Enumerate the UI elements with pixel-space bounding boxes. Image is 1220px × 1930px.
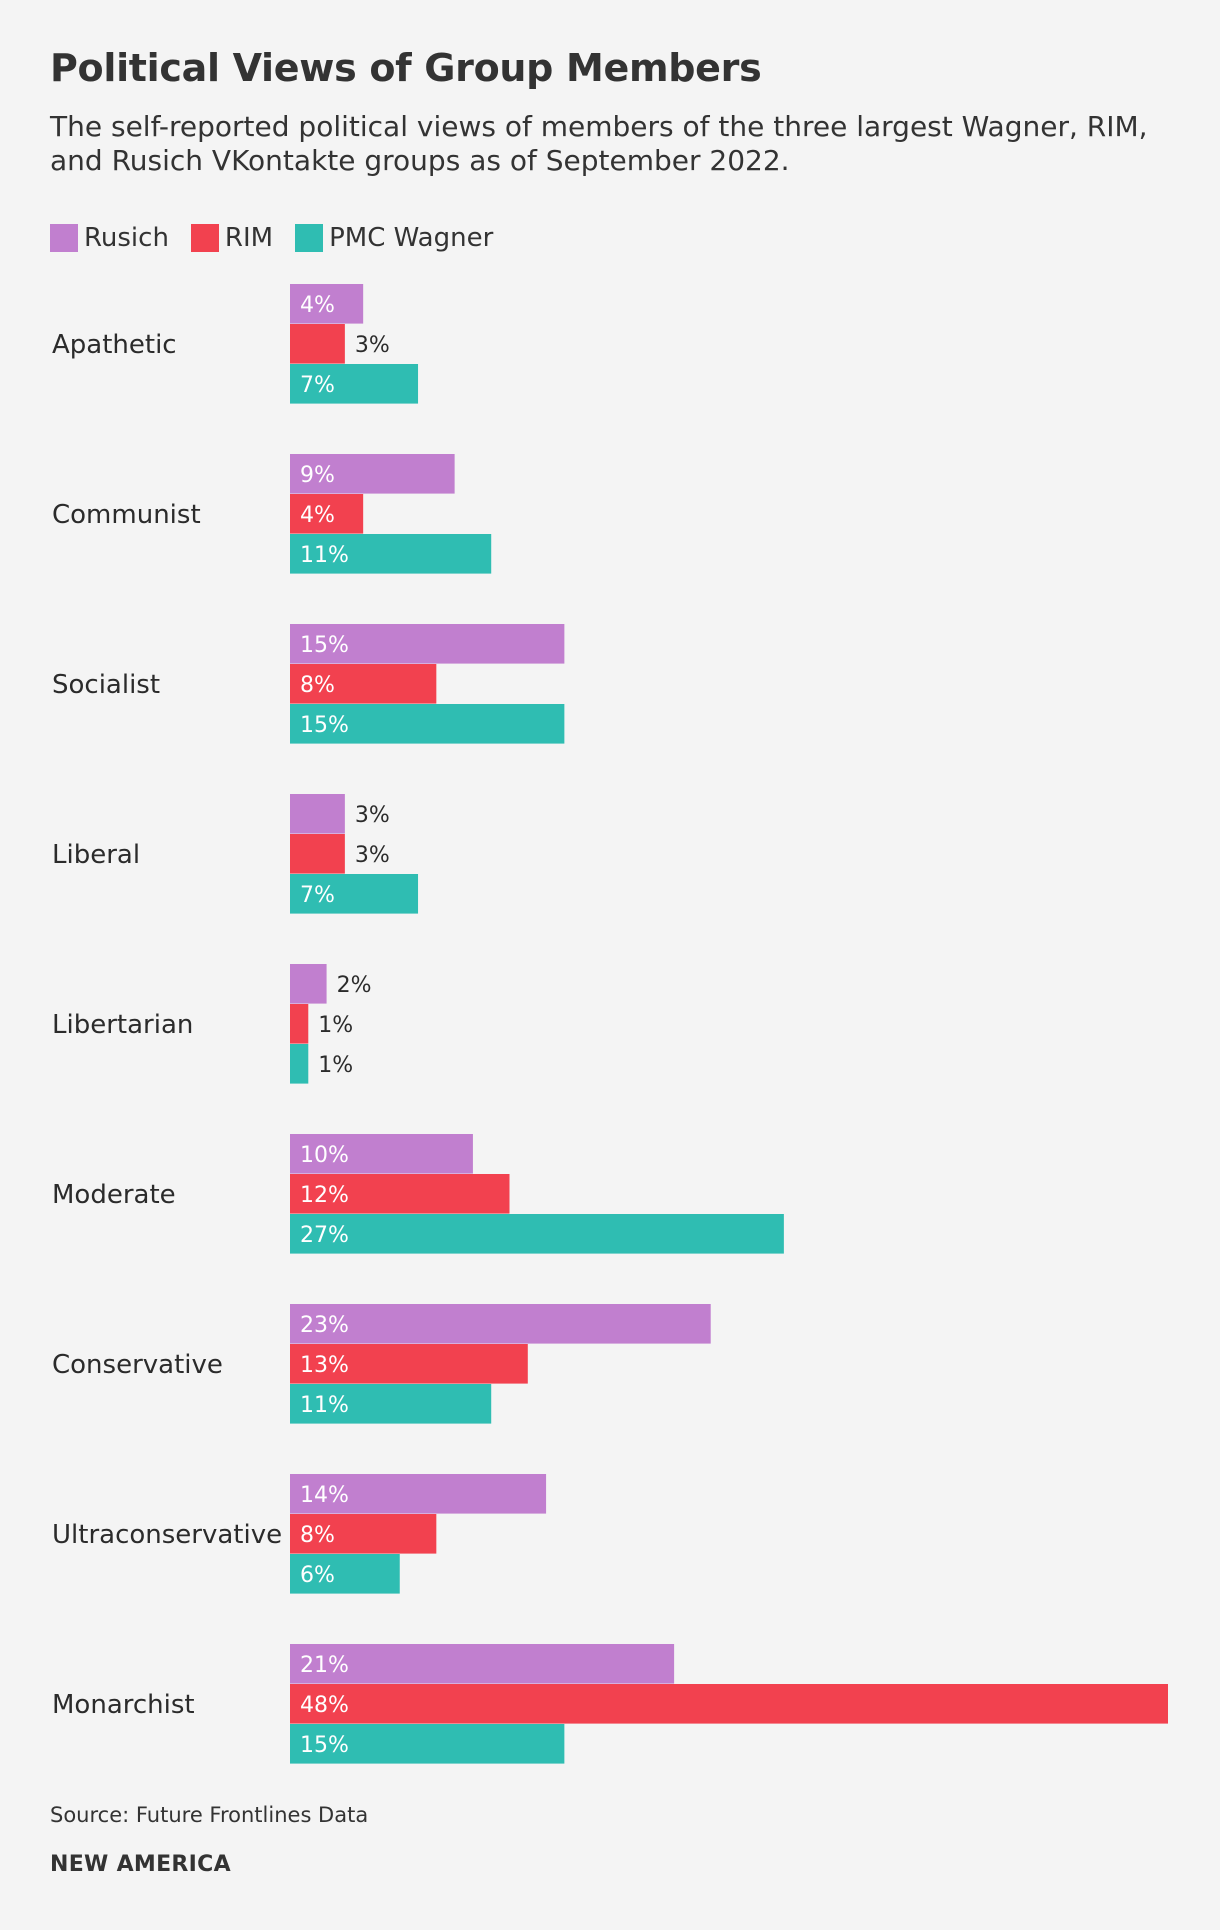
legend-item-rusich: Rusich bbox=[50, 223, 169, 253]
data-label-pmc-wagner-moderate: 27% bbox=[300, 1223, 349, 1248]
category-label-monarchist: Monarchist bbox=[52, 1690, 195, 1720]
bar-rusich-libertarian bbox=[290, 964, 327, 1004]
bar-rusich-conservative bbox=[290, 1304, 711, 1344]
data-label-rim-liberal: 3% bbox=[355, 843, 390, 868]
legend: Rusich RIM PMC Wagner bbox=[50, 222, 515, 254]
bar-pmc-wagner-libertarian bbox=[290, 1044, 309, 1084]
bar-chart: Apathetic 4% 3% 7% Communist 9% 4% 11% Socialist… bbox=[52, 284, 1168, 1764]
data-label-rusich-monarchist: 21% bbox=[300, 1653, 349, 1678]
bar-group-moderate: Moderate 10% 12% 27% bbox=[52, 1134, 784, 1254]
data-label-rusich-moderate: 10% bbox=[300, 1143, 349, 1168]
category-label-socialist: Socialist bbox=[52, 670, 160, 700]
bar-rusich-monarchist bbox=[290, 1644, 675, 1684]
data-label-rim-ultraconservative: 8% bbox=[300, 1523, 335, 1548]
bar-pmc-wagner-monarchist bbox=[290, 1724, 565, 1764]
data-label-rim-apathetic: 3% bbox=[355, 333, 390, 358]
bar-rim-moderate bbox=[290, 1174, 510, 1214]
bar-rim-ultraconservative bbox=[290, 1514, 437, 1554]
bar-rim-liberal bbox=[290, 834, 345, 874]
bar-pmc-wagner-communist bbox=[290, 534, 492, 574]
legend-label-rusich: Rusich bbox=[84, 223, 169, 253]
data-label-rusich-liberal: 3% bbox=[355, 803, 390, 828]
data-label-rim-conservative: 13% bbox=[300, 1353, 349, 1378]
category-label-conservative: Conservative bbox=[52, 1350, 223, 1380]
data-label-rusich-communist: 9% bbox=[300, 463, 335, 488]
data-label-rusich-apathetic: 4% bbox=[300, 293, 335, 318]
data-label-pmc-wagner-liberal: 7% bbox=[300, 883, 335, 908]
category-label-apathetic: Apathetic bbox=[52, 330, 177, 360]
data-label-rusich-conservative: 23% bbox=[300, 1313, 349, 1338]
bar-pmc-wagner-conservative bbox=[290, 1384, 492, 1424]
bar-group-libertarian: Libertarian 2% 1% 1% bbox=[52, 964, 371, 1084]
data-label-rusich-libertarian: 2% bbox=[337, 973, 372, 998]
brand-logo: NEW AMERICA bbox=[50, 1852, 231, 1877]
source-note: Source: Future Frontlines Data bbox=[50, 1803, 369, 1827]
category-label-ultraconservative: Ultraconservative bbox=[52, 1520, 282, 1550]
data-label-rim-moderate: 12% bbox=[300, 1183, 349, 1208]
bar-rim-conservative bbox=[290, 1344, 528, 1384]
bar-rusich-ultraconservative bbox=[290, 1474, 547, 1514]
category-label-liberal: Liberal bbox=[52, 840, 140, 870]
data-label-pmc-wagner-libertarian: 1% bbox=[318, 1053, 353, 1078]
bar-group-socialist: Socialist 15% 8% 15% bbox=[52, 624, 565, 744]
bar-pmc-wagner-apathetic bbox=[290, 364, 419, 404]
bar-group-liberal: Liberal 3% 3% 7% bbox=[52, 794, 419, 914]
bar-pmc-wagner-liberal bbox=[290, 874, 419, 914]
legend-swatch-rusich bbox=[50, 224, 78, 252]
bar-rusich-liberal bbox=[290, 794, 345, 834]
data-label-pmc-wagner-apathetic: 7% bbox=[300, 373, 335, 398]
legend-item-rim: RIM bbox=[190, 223, 274, 253]
bar-pmc-wagner-socialist bbox=[290, 704, 565, 744]
data-label-rim-socialist: 8% bbox=[300, 673, 335, 698]
data-label-pmc-wagner-monarchist: 15% bbox=[300, 1733, 349, 1758]
category-label-moderate: Moderate bbox=[52, 1180, 176, 1210]
bar-rusich-socialist bbox=[290, 624, 565, 664]
bar-rusich-moderate bbox=[290, 1134, 473, 1174]
chart-title: Political Views of Group Members bbox=[50, 46, 762, 90]
legend-item-pmc-wagner: PMC Wagner bbox=[295, 223, 493, 253]
bar-rusich-communist bbox=[290, 454, 455, 494]
bar-rim-apathetic bbox=[290, 324, 345, 364]
legend-label-rim: RIM bbox=[224, 223, 274, 253]
bar-group-communist: Communist 9% 4% 11% bbox=[52, 454, 492, 574]
chart-subtitle: The self-reported political views of mem… bbox=[50, 110, 1148, 177]
category-label-communist: Communist bbox=[52, 500, 201, 530]
bar-pmc-wagner-ultraconservative bbox=[290, 1554, 400, 1594]
bar-rim-monarchist bbox=[290, 1684, 1168, 1724]
bar-rim-libertarian bbox=[290, 1004, 309, 1044]
bar-group-monarchist: Monarchist 21% 48% 15% bbox=[52, 1644, 1168, 1764]
data-label-pmc-wagner-ultraconservative: 6% bbox=[300, 1563, 335, 1588]
bar-rim-communist bbox=[290, 494, 364, 534]
data-label-rim-libertarian: 1% bbox=[318, 1013, 353, 1038]
bar-group-conservative: Conservative 23% 13% 11% bbox=[52, 1304, 711, 1424]
bar-rusich-apathetic bbox=[290, 284, 364, 324]
legend-label-pmc-wagner: PMC Wagner bbox=[329, 223, 494, 253]
data-label-pmc-wagner-socialist: 15% bbox=[300, 713, 349, 738]
data-label-rusich-ultraconservative: 14% bbox=[300, 1483, 349, 1508]
bar-group-ultraconservative: Ultraconservative 14% 8% 6% bbox=[52, 1474, 547, 1594]
data-label-pmc-wagner-communist: 11% bbox=[300, 543, 349, 568]
legend-swatch-pmc-wagner bbox=[295, 224, 324, 252]
data-label-pmc-wagner-conservative: 11% bbox=[300, 1393, 349, 1418]
data-label-rim-monarchist: 48% bbox=[300, 1693, 349, 1718]
category-label-libertarian: Libertarian bbox=[52, 1010, 193, 1040]
data-label-rim-communist: 4% bbox=[300, 503, 335, 528]
bar-group-apathetic: Apathetic 4% 3% 7% bbox=[52, 284, 419, 404]
bar-rim-socialist bbox=[290, 664, 437, 704]
data-label-rusich-socialist: 15% bbox=[300, 633, 349, 658]
bar-pmc-wagner-moderate bbox=[290, 1214, 784, 1254]
legend-swatch-rim bbox=[190, 224, 219, 252]
